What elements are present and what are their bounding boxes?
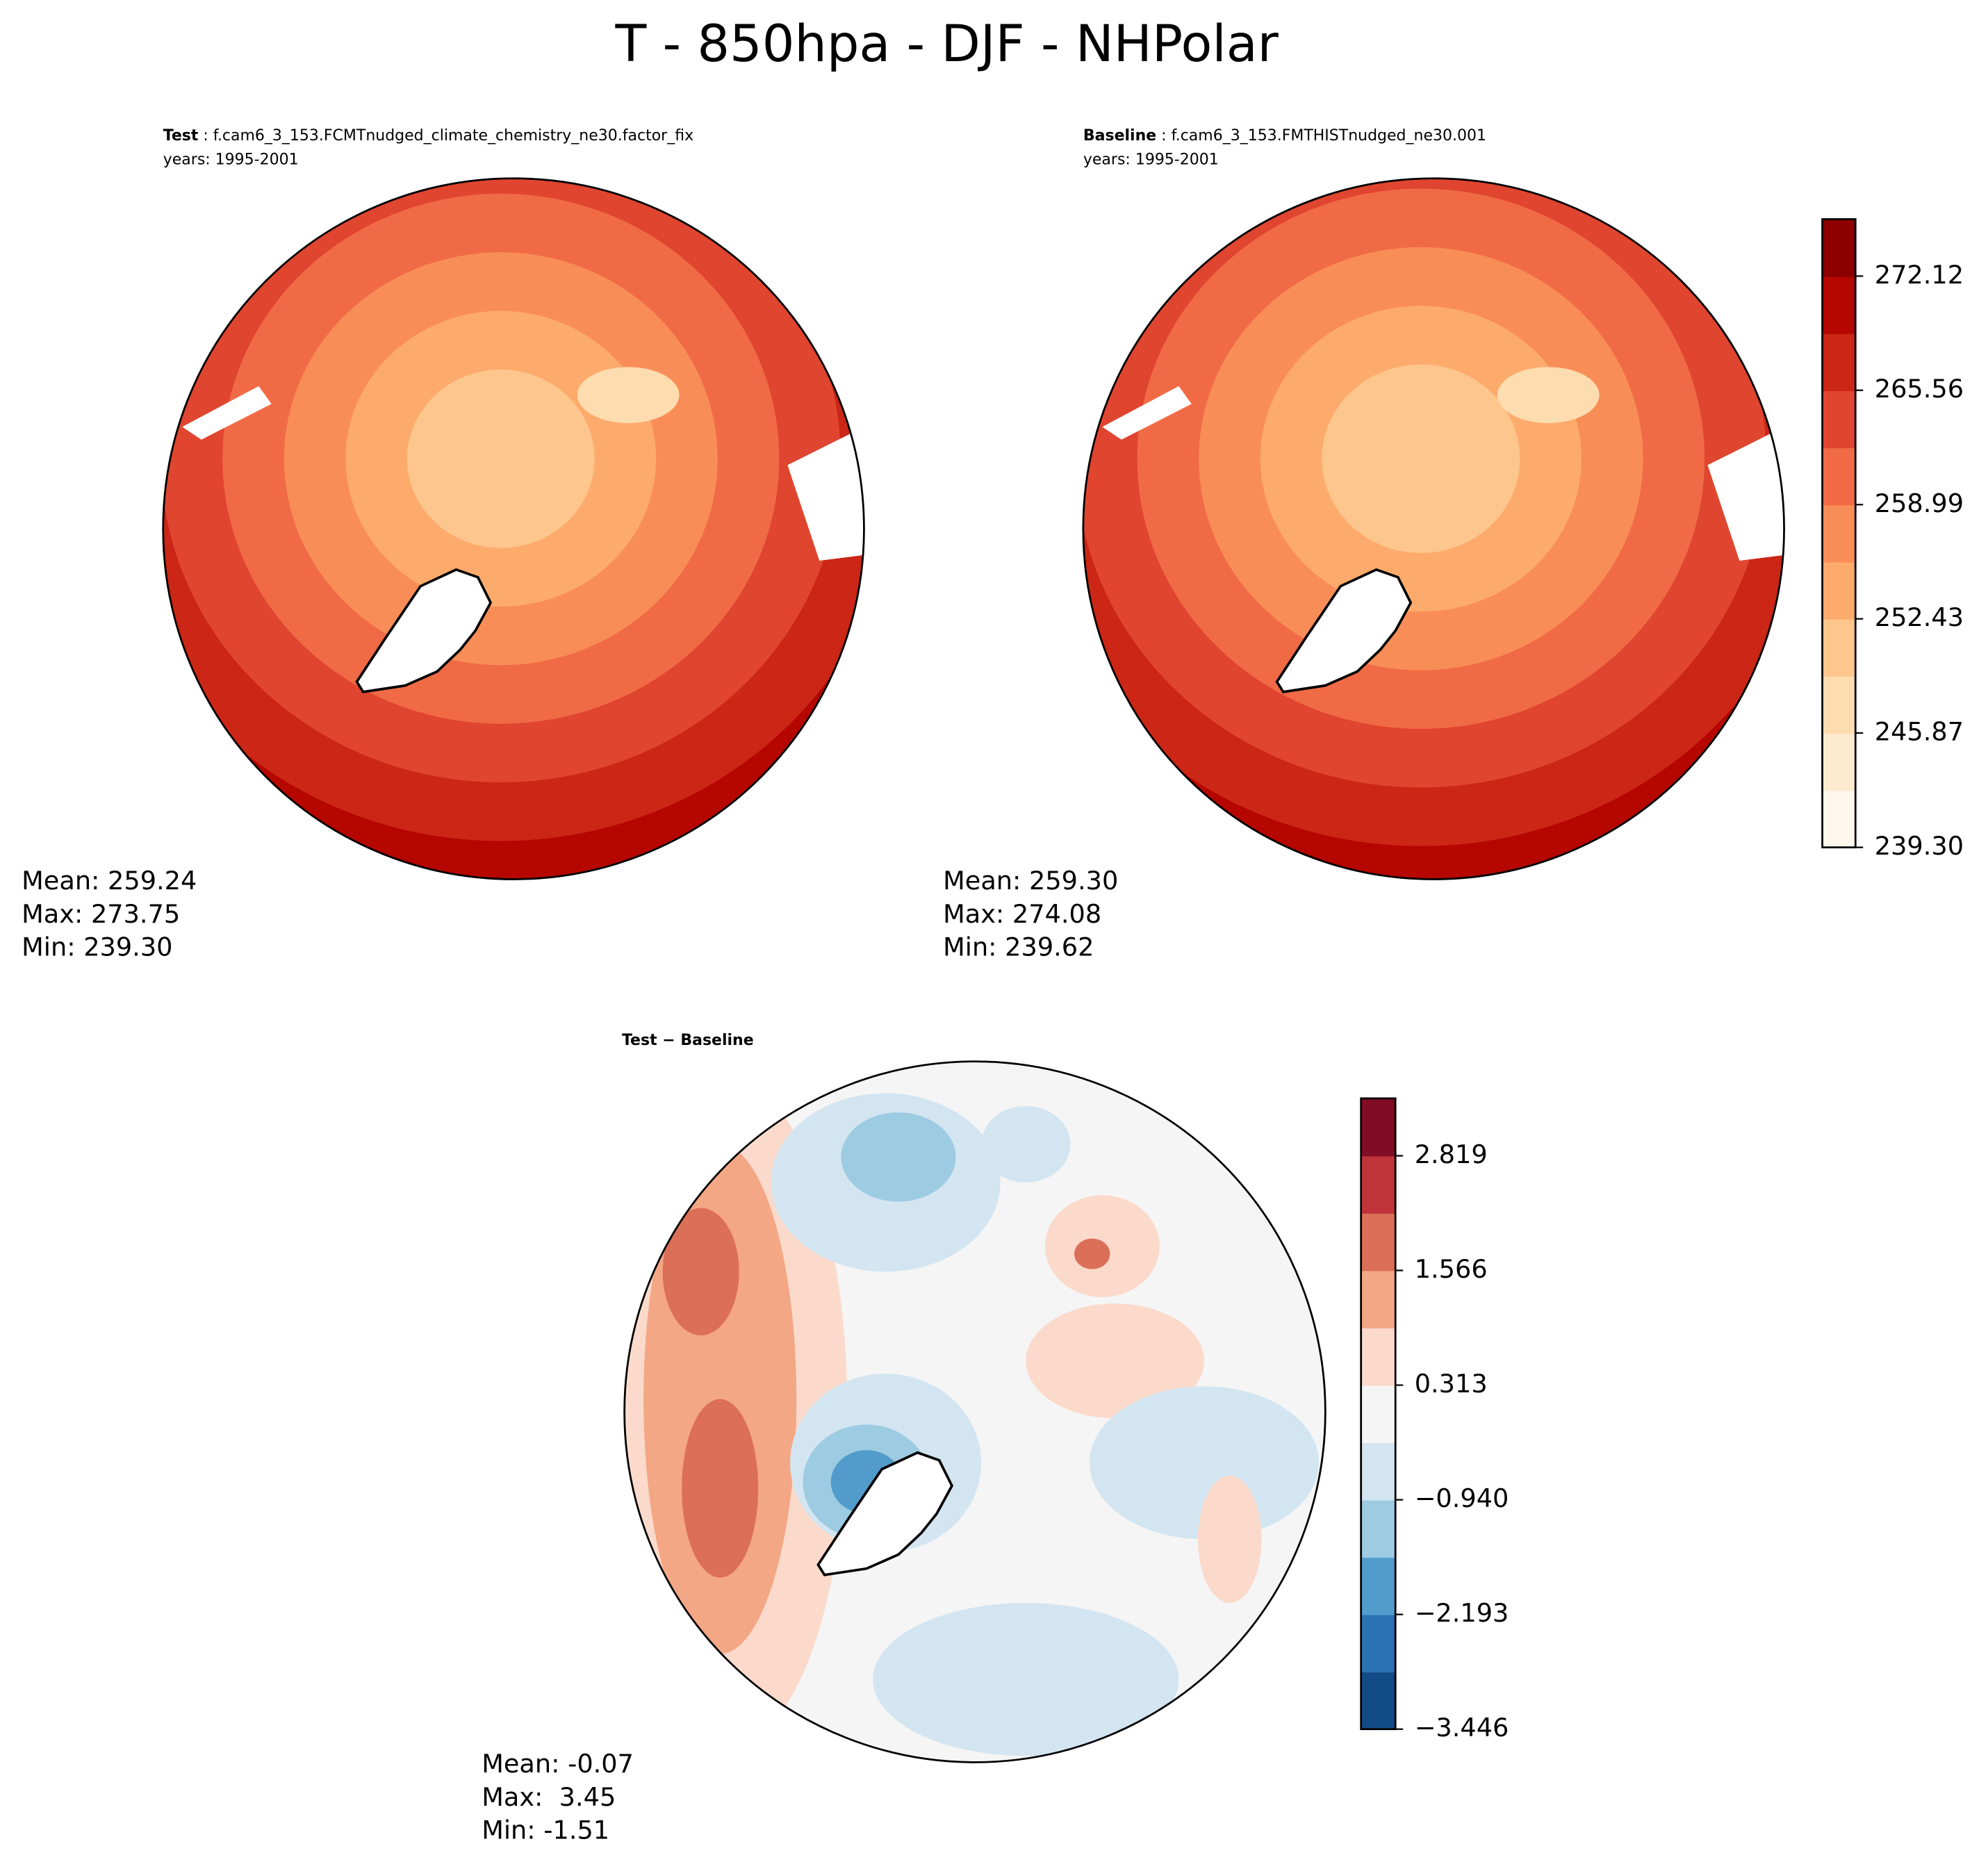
contour-band [577, 367, 680, 423]
colorbar-band [1361, 1270, 1396, 1328]
colorbar-tick-label: 1.566 [1415, 1254, 1488, 1284]
contour-band [1497, 367, 1600, 423]
colorbar-band [1822, 618, 1856, 677]
colorbar-band [1822, 390, 1856, 449]
greenland [816, 1451, 954, 1576]
stat: Min: -1.51 [482, 1815, 609, 1845]
map-border [1082, 177, 1785, 880]
contour-band [662, 1208, 739, 1336]
colorbar-tick-label: 245.87 [1875, 717, 1964, 747]
stat: Mean: -0.07 [482, 1749, 634, 1779]
map [624, 1061, 1326, 1763]
map-border [623, 1060, 1326, 1763]
colorbar-tick-label: −3.446 [1415, 1713, 1509, 1743]
contour-band [1074, 1238, 1110, 1269]
panel-label: Test : f.cam6_3_153.FCMTnudged_climate_c… [163, 127, 693, 145]
panel-label: Test − Baseline [622, 1032, 754, 1049]
colorbar-band [1822, 276, 1856, 334]
colorbar-tick-label: 258.99 [1875, 488, 1964, 518]
contour-band [1026, 1303, 1205, 1419]
stat: Min: 239.30 [22, 932, 172, 962]
contour-band [1197, 1475, 1262, 1604]
missing-data [182, 386, 272, 440]
colorbar-band [1822, 333, 1856, 391]
panel-years: years: 1995-2001 [1083, 151, 1219, 169]
panel-label-bold: Test [163, 127, 199, 145]
colorbar-tick-label: 239.30 [1875, 831, 1964, 861]
panel-label-bold: Baseline [1083, 127, 1156, 145]
stat: Max: 273.75 [22, 899, 180, 929]
missing-data [1707, 427, 1784, 561]
missing-data [787, 427, 864, 561]
contour-band [1090, 1386, 1320, 1540]
colorbar-band [1361, 1672, 1396, 1730]
missing-data [1102, 386, 1192, 440]
colorbar-band [1361, 1328, 1396, 1386]
contour-band [873, 1603, 1179, 1756]
colorbar-band [1822, 790, 1856, 848]
map [1083, 178, 1784, 880]
panel-label: Baseline : f.cam6_3_153.FMTHISTnudged_ne… [1083, 127, 1486, 145]
panel-label-text: : f.cam6_3_153.FMTHISTnudged_ne30.001 [1156, 127, 1486, 145]
colorbar-tick-label: −2.193 [1415, 1598, 1509, 1628]
stat: Max: 274.08 [943, 899, 1101, 929]
colorbar-band [1822, 219, 1856, 277]
colorbar-band [1361, 1098, 1396, 1157]
panel-years: years: 1995-2001 [163, 151, 299, 169]
panel-label-bold: Test − Baseline [622, 1032, 754, 1049]
colorbar-tick-label: 252.43 [1875, 602, 1964, 632]
colorbar-frame [1821, 218, 1857, 848]
colorbar-band [1361, 1155, 1396, 1214]
contour-band [1322, 364, 1520, 553]
map-border [162, 177, 865, 880]
contour-band [406, 369, 595, 548]
colorbar-band [1822, 733, 1856, 791]
greenland [355, 568, 493, 693]
contour-band [981, 1105, 1071, 1183]
colorbar-band [1361, 1385, 1396, 1443]
colorbar-band [1361, 1557, 1396, 1615]
colorbar-tick-label: 0.313 [1415, 1369, 1488, 1399]
colorbar-band [1822, 447, 1856, 506]
figure-title: T - 850hpa - DJF - NHPolar [614, 15, 1279, 74]
colorbar-tick-label: 2.819 [1415, 1139, 1488, 1169]
colorbar-frame [1360, 1097, 1397, 1731]
colorbar-tick-label: 265.56 [1875, 374, 1964, 404]
colorbar-tick-label: 272.12 [1875, 260, 1964, 290]
contour-band [682, 1399, 759, 1578]
stat: Min: 239.62 [943, 932, 1094, 962]
colorbar-band [1361, 1499, 1396, 1558]
colorbar-band [1361, 1442, 1396, 1501]
colorbar-tick-label: −0.940 [1415, 1483, 1509, 1513]
colorbar-band [1822, 504, 1856, 563]
colorbar-band [1822, 561, 1856, 620]
colorbar-band [1361, 1614, 1396, 1673]
contour-band [841, 1112, 956, 1202]
stat: Mean: 259.30 [943, 866, 1118, 896]
colorbar-band [1822, 676, 1856, 734]
greenland [1275, 568, 1413, 693]
colorbar-band [1361, 1212, 1396, 1271]
stat: Mean: 259.24 [22, 866, 197, 896]
stat: Max: 3.45 [482, 1782, 616, 1812]
panel-label-text: : f.cam6_3_153.FCMTnudged_climate_chemis… [198, 127, 693, 145]
